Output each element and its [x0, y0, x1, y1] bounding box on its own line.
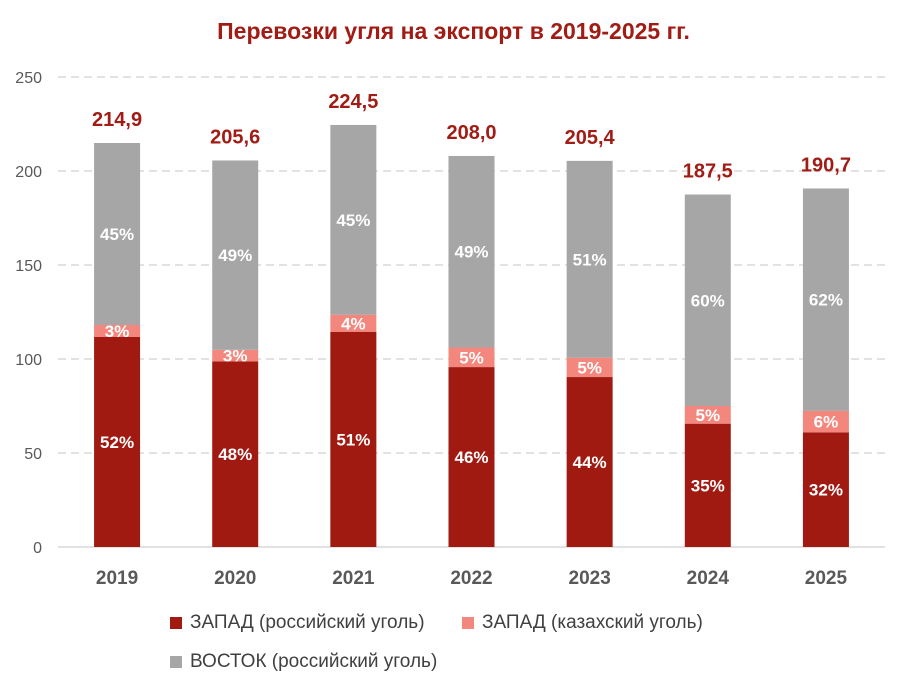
legend-label: ЗАПАД (казахский уголь): [482, 612, 703, 633]
data-label: 48%: [218, 445, 252, 464]
legend-item-west-russian: ЗАПАД (российский уголь): [170, 612, 425, 634]
x-tick-label: 2023: [569, 568, 611, 589]
legend-swatch: [170, 656, 182, 668]
data-label: 45%: [336, 211, 370, 230]
bar-segment: [448, 155, 495, 348]
data-label: 6%: [814, 413, 839, 432]
data-label: 5%: [695, 406, 720, 425]
bar-segment: [212, 361, 259, 547]
y-tick-label: 100: [15, 352, 42, 369]
bar-segment: [212, 160, 259, 350]
total-label: 224,5: [328, 91, 378, 113]
y-tick-label: 200: [15, 164, 42, 181]
data-label: 51%: [336, 430, 370, 449]
data-label: 5%: [577, 358, 602, 377]
data-label: 49%: [454, 243, 488, 262]
bar-segment: [94, 337, 141, 547]
y-tick-label: 50: [24, 446, 42, 463]
data-label: 51%: [573, 250, 607, 269]
total-label: 208,0: [446, 122, 496, 144]
y-tick-label: 0: [33, 540, 42, 557]
bar-segment: [330, 124, 377, 315]
x-tick-label: 2025: [805, 568, 848, 589]
x-tick-label: 2024: [687, 568, 730, 589]
x-tick-label: 2022: [450, 568, 492, 589]
data-label: 44%: [573, 453, 607, 472]
bar-segment: [684, 194, 731, 406]
bar-segment: [448, 367, 495, 547]
bar-segment: [802, 188, 849, 411]
total-label: 205,4: [565, 127, 616, 149]
bar-segment: [684, 423, 731, 547]
bar-segment: [802, 410, 849, 433]
legend-label: ВОСТОК (российский уголь): [190, 651, 438, 672]
x-tick-label: 2021: [332, 568, 375, 589]
legend-item-west-kazakh: ЗАПАД (казахский уголь): [462, 612, 703, 634]
data-label: 4%: [341, 314, 366, 333]
y-tick-label: 150: [15, 258, 42, 275]
total-label: 214,9: [92, 109, 142, 131]
data-label: 35%: [691, 476, 725, 495]
bar-segment: [566, 160, 613, 358]
data-label: 5%: [459, 348, 484, 367]
data-label: 49%: [218, 246, 252, 265]
bar-segment: [566, 357, 613, 378]
total-label: 187,5: [683, 161, 733, 183]
legend-item-east-russian: ВОСТОК (российский уголь): [170, 651, 437, 673]
total-label: 205,6: [210, 126, 260, 148]
bar-segment: [94, 324, 141, 338]
data-label: 52%: [100, 433, 134, 452]
x-tick-label: 2020: [214, 568, 256, 589]
total-label: 190,7: [801, 154, 851, 176]
legend-swatch: [462, 617, 474, 629]
chart-title: Перевозки угля на экспорт в 2019-2025 гг…: [217, 18, 690, 44]
legend-label: ЗАПАД (российский уголь): [190, 612, 425, 633]
data-label: 3%: [223, 347, 248, 366]
bar-segment: [684, 406, 731, 424]
data-label: 3%: [105, 322, 130, 341]
bar-segment: [330, 331, 377, 547]
data-label: 46%: [454, 448, 488, 467]
bar-segment: [94, 142, 141, 325]
data-label: 45%: [100, 225, 134, 244]
data-label: 62%: [809, 291, 843, 310]
y-tick-label: 250: [15, 70, 42, 87]
bar-segment: [566, 377, 613, 547]
data-label: 32%: [809, 481, 843, 500]
bar-segment: [330, 314, 377, 332]
data-label: 60%: [691, 291, 725, 310]
bar-segment: [212, 349, 259, 362]
legend-swatch: [170, 617, 182, 629]
x-tick-label: 2019: [96, 568, 138, 589]
bar-segment: [802, 432, 849, 547]
bar-segment: [448, 347, 495, 368]
